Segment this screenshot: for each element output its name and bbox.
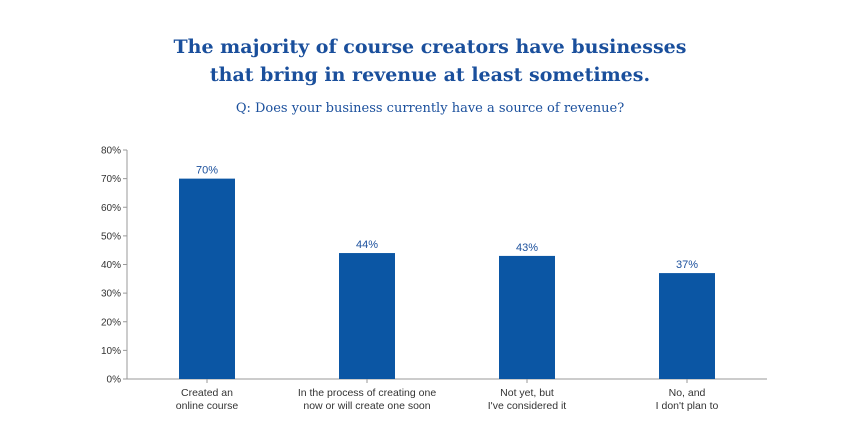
y-tick-label: 80% bbox=[101, 146, 121, 157]
y-tick-label: 40% bbox=[101, 260, 121, 271]
chart-title-line-1: The majority of course creators have bus… bbox=[173, 36, 687, 58]
data-label: 43% bbox=[516, 242, 538, 254]
category-label: Not yet, but bbox=[500, 387, 554, 399]
category-label: I don't plan to bbox=[656, 400, 719, 412]
bar bbox=[179, 178, 235, 379]
data-label: 44% bbox=[356, 239, 378, 251]
bar bbox=[659, 273, 715, 379]
bar bbox=[339, 253, 395, 379]
y-tick-label: 20% bbox=[101, 317, 121, 328]
category-label: I've considered it bbox=[488, 400, 567, 412]
y-tick-label: 30% bbox=[101, 289, 121, 300]
category-label: No, and bbox=[669, 387, 706, 399]
chart-title-line-2: that bring in revenue at least sometimes… bbox=[209, 64, 651, 86]
chart-title: The majority of course creators have bus… bbox=[0, 33, 860, 89]
category-label: now or will create one soon bbox=[303, 400, 430, 412]
category-label: online course bbox=[176, 400, 239, 412]
y-tick-label: 10% bbox=[101, 346, 121, 357]
category-label: In the process of creating one bbox=[298, 387, 436, 399]
y-tick-label: 70% bbox=[101, 174, 121, 185]
y-tick-label: 60% bbox=[101, 203, 121, 214]
data-label: 37% bbox=[676, 259, 698, 271]
y-tick-label: 0% bbox=[107, 375, 122, 386]
chart-subtitle: Q: Does your business currently have a s… bbox=[235, 101, 625, 116]
y-tick-label: 50% bbox=[101, 231, 121, 242]
bar bbox=[499, 255, 555, 379]
data-label: 70% bbox=[196, 165, 218, 177]
category-label: Created an bbox=[181, 387, 233, 399]
